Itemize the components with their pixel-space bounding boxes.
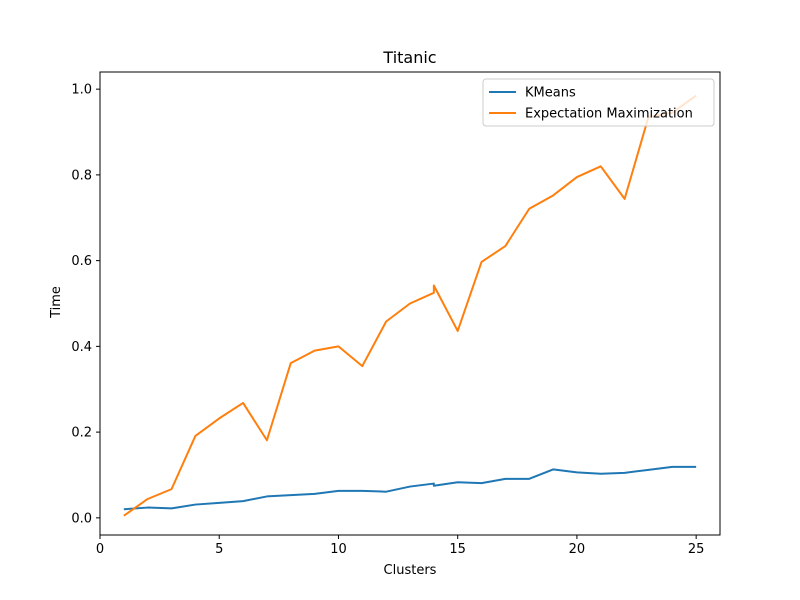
plot-area [123,94,697,517]
y-tick-label: 1.0 [71,83,92,98]
x-tick-label: 15 [449,542,466,557]
y-tick-label: 0.8 [71,168,92,183]
chart-title: Titanic [382,48,436,67]
y-tick-label: 0.2 [71,426,92,441]
series-line-1 [123,94,697,517]
plot-frame [99,71,721,536]
y-axis-label: Time [49,286,64,319]
axes: 0 5 10 15 20 25 0.0 0.2 0.4 0.6 0.8 1.0 [71,71,721,557]
legend-label-1: Expectation Maximization [525,107,693,122]
x-tick-label: 0 [96,542,104,557]
y-tick-label: 0.0 [71,511,92,526]
x-tick-label: 5 [215,542,223,557]
series-line-0 [123,465,697,511]
legend-label-0: KMeans [525,86,576,101]
legend: KMeans Expectation Maximization [482,78,715,127]
y-tick-label: 0.4 [71,340,92,355]
y-tick-label: 0.6 [71,254,92,269]
x-tick-label: 25 [688,542,705,557]
x-axis-label: Clusters [384,563,437,578]
legend-box [482,78,715,127]
x-tick-label: 20 [569,542,586,557]
x-tick-label: 10 [330,542,347,557]
